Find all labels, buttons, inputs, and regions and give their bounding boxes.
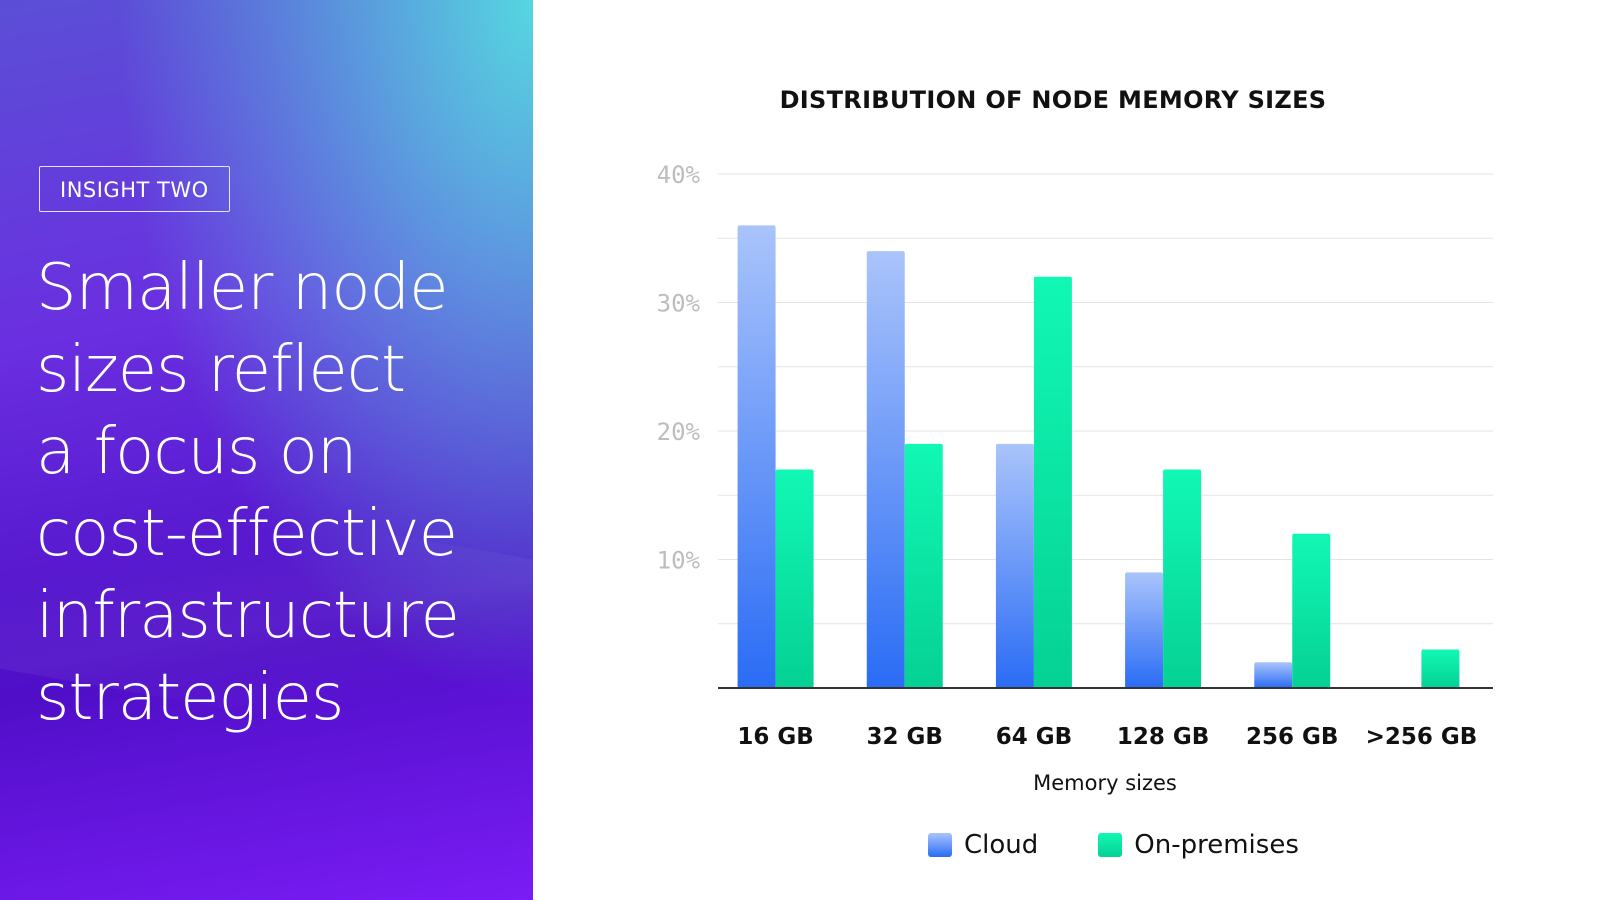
bar-onprem <box>1421 649 1460 688</box>
y-tick-label: 10% <box>657 547 701 575</box>
bars <box>737 225 1460 688</box>
x-axis-ticks: 16 GB 32 GB 64 GB 128 GB 256 GB >256 GB <box>737 724 1477 750</box>
chart-area: DISTRIBUTION OF NODE MEMORY SIZES 10% 20%… <box>533 0 1600 900</box>
bar-onprem <box>775 469 814 688</box>
legend-label-cloud: Cloud <box>964 830 1039 860</box>
legend-item-cloud: Cloud <box>928 830 1038 860</box>
y-tick-label: 20% <box>657 418 701 446</box>
bar-onprem <box>1292 533 1331 688</box>
y-axis-ticks: 10% 20% 30% 40% <box>657 161 701 575</box>
x-tick-label: >256 GB <box>1366 724 1478 750</box>
legend-swatch-onprem <box>1098 833 1123 857</box>
insight-tag: INSIGHT TWO <box>39 166 230 212</box>
legend-swatch-cloud <box>928 833 952 857</box>
headline: Smaller node sizes reflect a focus on co… <box>36 247 526 739</box>
bar-cloud <box>1125 572 1164 688</box>
bar-cloud <box>995 443 1034 688</box>
grid-lines <box>718 173 1493 625</box>
x-axis-label: Memory sizes <box>1033 771 1177 795</box>
x-tick-label: 16 GB <box>737 724 813 750</box>
headline-line: strategies <box>36 661 344 735</box>
headline-line: cost-effective <box>36 497 458 571</box>
bar-cloud <box>737 225 776 688</box>
x-tick-label: 128 GB <box>1117 724 1209 750</box>
x-tick-label: 256 GB <box>1246 724 1338 750</box>
headline-line: infrastructure <box>36 579 460 653</box>
y-tick-label: 40% <box>657 161 701 189</box>
x-tick-label: 64 GB <box>996 724 1072 750</box>
y-tick-label: 30% <box>657 290 701 318</box>
legend: Cloud On-premises <box>928 830 1359 860</box>
bar-cloud <box>866 251 905 688</box>
bar-onprem <box>1163 469 1202 688</box>
headline-line: Smaller node <box>36 251 449 325</box>
headline-line: sizes reflect <box>36 333 406 407</box>
chart-title: DISTRIBUTION OF NODE MEMORY SIZES <box>779 86 1327 114</box>
bar-onprem <box>1033 276 1072 688</box>
bar-onprem <box>904 443 943 688</box>
legend-item-onprem: On-premises <box>1098 830 1299 860</box>
headline-line: a focus on <box>36 415 357 489</box>
bar-chart: 10% 20% 30% 40% 16 GB 32 GB 64 GB 128 GB 256 GB… <box>657 161 1493 795</box>
x-tick-label: 32 GB <box>867 724 943 750</box>
bar-cloud <box>1254 662 1293 688</box>
legend-label-onprem: On-premises <box>1134 830 1299 860</box>
insight-panel: INSIGHT TWO Smaller node sizes reflect a… <box>0 0 533 900</box>
